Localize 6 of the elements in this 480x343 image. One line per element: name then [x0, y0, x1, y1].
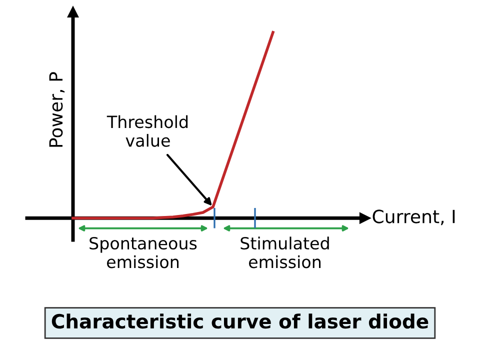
text: Characteristic curve of laser diode — [52, 314, 428, 329]
annotation: Threshold value — [106, 115, 188, 147]
text: Current, I — [372, 210, 455, 226]
text: Stimulated emission — [240, 236, 329, 268]
text: Spontaneous emission — [90, 236, 197, 268]
y-axis-title: Power, P — [49, 72, 65, 147]
